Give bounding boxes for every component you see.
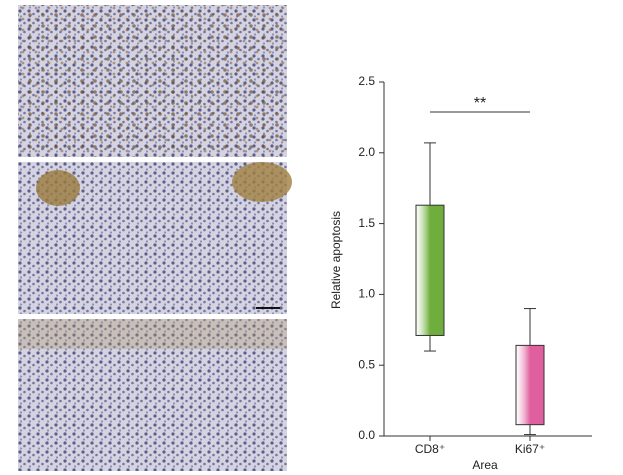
y-tick-label: 1.0 xyxy=(358,287,375,301)
stain-region xyxy=(232,162,292,202)
stain-overlay xyxy=(18,5,287,157)
y-tick-label: 0.0 xyxy=(358,428,375,442)
y-tick-label: 2.0 xyxy=(358,145,375,159)
micrograph-bottom xyxy=(18,319,287,471)
stain-region xyxy=(36,170,80,206)
micrographs xyxy=(18,5,292,471)
box xyxy=(515,344,545,426)
box-plot: Relative apoptosis Area 0.0 0.5 1.0 1.5 2.0 2… xyxy=(329,74,592,472)
y-tick-label: 0.5 xyxy=(358,357,375,371)
box xyxy=(415,204,445,336)
y-axis-label: Relative apoptosis xyxy=(329,211,343,309)
x-tick-label: CD8⁺ xyxy=(415,442,445,456)
significance-label: ** xyxy=(474,95,486,112)
x-tick-label: Ki67⁺ xyxy=(515,442,545,456)
stain-overlay xyxy=(18,319,287,349)
y-tick-label: 2.5 xyxy=(358,74,375,88)
x-axis-label: Area xyxy=(472,458,498,472)
y-tick-label: 1.5 xyxy=(358,216,375,230)
